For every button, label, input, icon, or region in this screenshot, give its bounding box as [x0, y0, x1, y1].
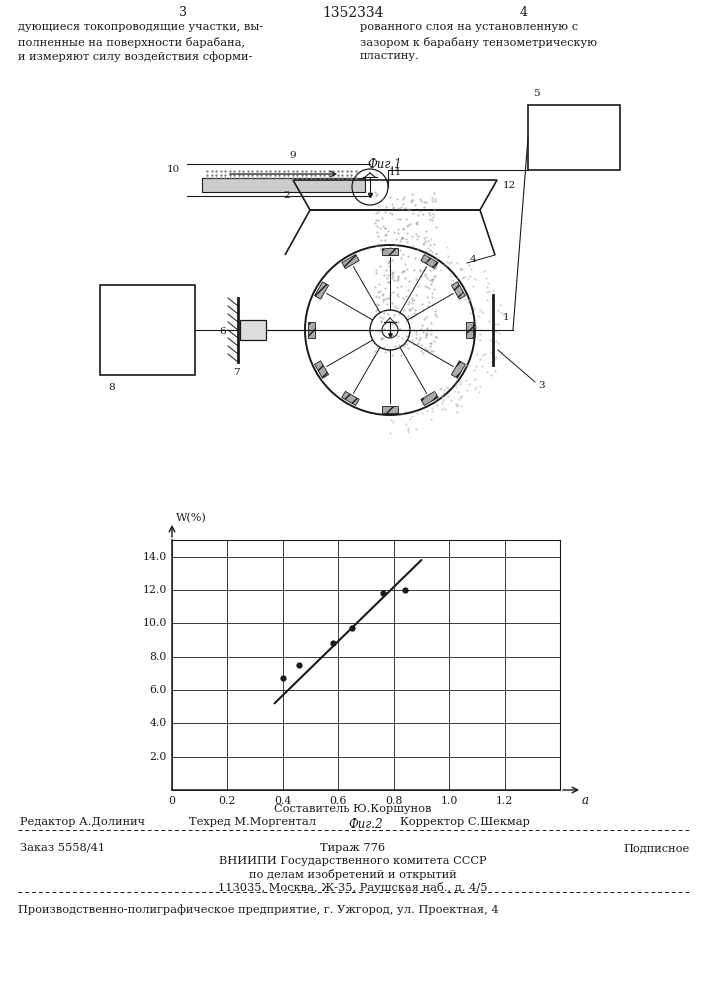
Text: пластину.: пластину. — [360, 51, 420, 61]
Text: по делам изобретений и открытий: по делам изобретений и открытий — [249, 869, 457, 880]
Text: 6.0: 6.0 — [150, 685, 167, 695]
Text: 2: 2 — [284, 190, 291, 200]
Text: 4: 4 — [470, 255, 477, 264]
Text: W(%): W(%) — [176, 513, 206, 523]
Polygon shape — [341, 391, 359, 405]
Text: 0.2: 0.2 — [218, 796, 236, 806]
Text: дующиеся токопроводящие участки, вы-: дующиеся токопроводящие участки, вы- — [18, 22, 263, 32]
Text: 11: 11 — [388, 168, 402, 177]
Text: 1352334: 1352334 — [322, 6, 384, 20]
Text: 4.0: 4.0 — [150, 718, 167, 728]
Text: 3: 3 — [179, 6, 187, 19]
Polygon shape — [382, 247, 398, 254]
Text: Подписное: Подписное — [624, 843, 690, 853]
Text: 2.0: 2.0 — [150, 752, 167, 762]
Text: ВНИИПИ Государственного комитета СССР: ВНИИПИ Государственного комитета СССР — [219, 856, 486, 866]
Text: 12.0: 12.0 — [143, 585, 167, 595]
Text: полненные на поверхности барабана,: полненные на поверхности барабана, — [18, 36, 245, 47]
Text: 4: 4 — [520, 6, 528, 19]
Text: рованного слоя на установленную с: рованного слоя на установленную с — [360, 22, 578, 32]
Text: 14.0: 14.0 — [143, 552, 167, 562]
Bar — [202, 178, 365, 192]
Polygon shape — [315, 361, 329, 378]
Text: и измеряют силу воздействия сформи-: и измеряют силу воздействия сформи- — [18, 51, 252, 62]
Bar — [240, 320, 266, 340]
Text: Редактор А.Долинич: Редактор А.Долинич — [20, 817, 145, 827]
Text: Фиг.1: Фиг.1 — [368, 158, 402, 171]
Text: 8.0: 8.0 — [150, 652, 167, 662]
Text: 1: 1 — [503, 314, 510, 322]
Polygon shape — [308, 322, 315, 338]
Text: 10.0: 10.0 — [143, 618, 167, 628]
Text: 0: 0 — [168, 796, 175, 806]
Text: 9: 9 — [290, 151, 296, 160]
Bar — [528, 105, 620, 170]
Text: 113035, Москва, Ж-35, Раушская наб., д. 4/5: 113035, Москва, Ж-35, Раушская наб., д. … — [218, 882, 488, 893]
Polygon shape — [315, 282, 329, 299]
Text: Тираж 776: Тираж 776 — [320, 843, 385, 853]
Text: 7: 7 — [233, 368, 239, 377]
Text: 6: 6 — [219, 328, 226, 336]
Text: Техред М.Моргентал: Техред М.Моргентал — [189, 817, 317, 827]
Polygon shape — [341, 255, 359, 269]
Text: Составитель Ю.Коршунов: Составитель Ю.Коршунов — [274, 804, 432, 814]
Text: 1.0: 1.0 — [440, 796, 458, 806]
Text: a: a — [581, 794, 588, 807]
Text: Корректор С.Шекмар: Корректор С.Шекмар — [400, 817, 530, 827]
Text: зазором к барабану тензометрическую: зазором к барабану тензометрическую — [360, 36, 597, 47]
Bar — [100, 285, 195, 375]
Text: 3: 3 — [538, 380, 544, 389]
Text: Фиг.2: Фиг.2 — [349, 818, 383, 831]
Text: 5: 5 — [533, 89, 539, 98]
Text: 0.4: 0.4 — [274, 796, 291, 806]
Text: 0.8: 0.8 — [385, 796, 402, 806]
Polygon shape — [465, 322, 472, 338]
Text: Производственно-полиграфическое предприятие, г. Ужгород, ул. Проектная, 4: Производственно-полиграфическое предприя… — [18, 904, 498, 915]
Polygon shape — [382, 406, 398, 412]
Text: 1.2: 1.2 — [496, 796, 513, 806]
Polygon shape — [421, 255, 438, 269]
Polygon shape — [451, 361, 465, 378]
Text: 10: 10 — [167, 165, 180, 174]
Text: 8: 8 — [108, 383, 115, 392]
Polygon shape — [421, 391, 438, 405]
Text: 0.6: 0.6 — [329, 796, 347, 806]
Text: 12: 12 — [503, 180, 516, 190]
Polygon shape — [451, 282, 465, 299]
Text: Заказ 5558/41: Заказ 5558/41 — [20, 843, 105, 853]
